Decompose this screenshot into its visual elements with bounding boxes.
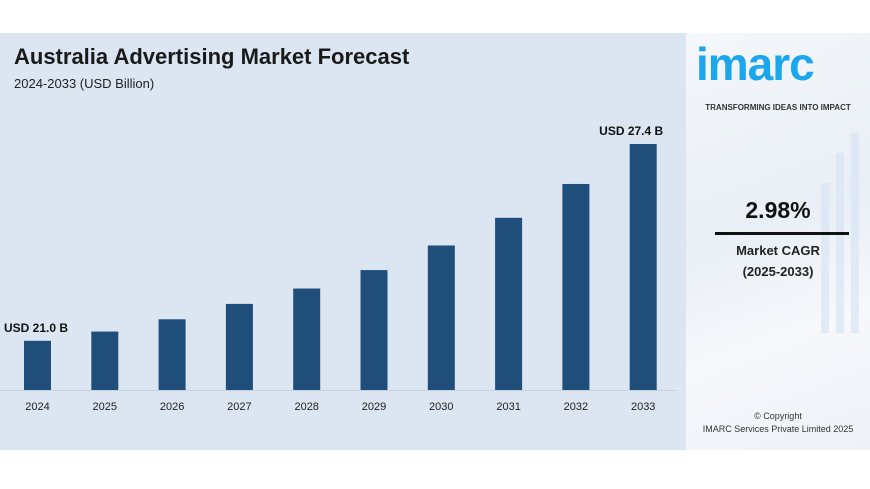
x-tick-label: 2024 [25,401,49,413]
divider [715,232,849,235]
cagr-label: Market CAGR [736,243,820,258]
bar-2027 [225,303,253,390]
bar-2030 [427,245,455,390]
data-label: USD 27.4 B [599,124,663,138]
x-tick-label: 2032 [564,401,588,413]
cagr-value: 2.98% [745,197,811,223]
chart-subtitle: 2024-2033 (USD Billion) [14,76,155,91]
copyright: © Copyright [754,411,802,421]
cagr-period: (2025-2033) [742,264,814,279]
side-panel: imarc TRANSFORMING IDEAS INTO IMPACT 2.9… [686,33,870,450]
x-tick-label: 2030 [429,401,453,413]
x-tick-label: 2033 [631,401,655,413]
imarc-logo: imarc [696,38,815,90]
bar-2028 [293,288,321,390]
logo-tagline: TRANSFORMING IDEAS INTO IMPACT [705,103,851,112]
x-tick-label: 2026 [160,401,184,413]
bar-chart: 2024 USD 21.0 B 2025 2026 2027 2028 2029 2030 20… [0,124,676,413]
x-tick-label: 2031 [496,401,520,413]
x-tick-label: 2029 [362,401,386,413]
copyright-owner: IMARC Services Private Limited 2025 [702,424,854,434]
bar-2025 [91,331,119,390]
x-tick-label: 2028 [294,401,318,413]
bar-2026 [158,319,186,390]
bar-2024 [24,340,51,390]
chart-title: Australia Advertising Market Forecast [14,44,410,69]
bar-2033 [629,144,657,390]
x-tick-label: 2025 [93,401,117,413]
data-label: USD 21.0 B [4,321,68,335]
bar-2032 [562,183,590,390]
bar-2029 [360,270,388,390]
x-tick-label: 2027 [227,401,251,413]
bar-2031 [495,217,523,390]
